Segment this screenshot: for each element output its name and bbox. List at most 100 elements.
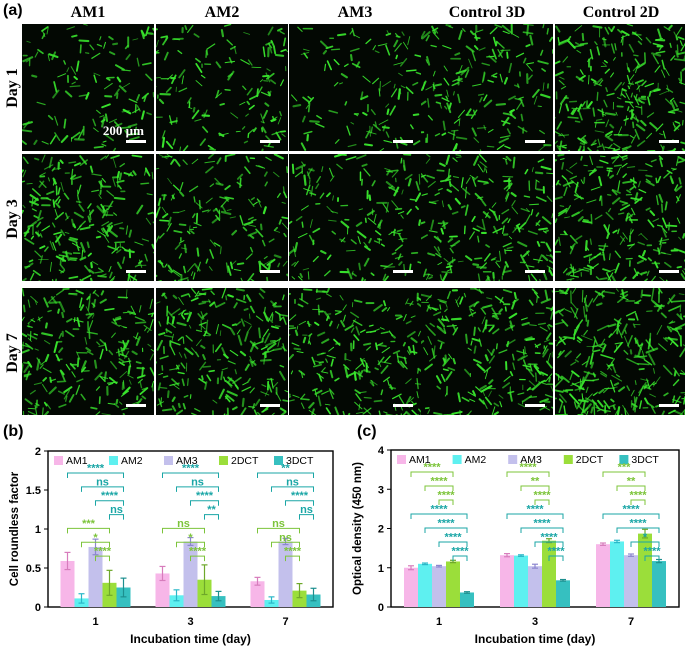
- column-header-am3: AM3: [337, 4, 373, 21]
- significance-label: **: [531, 476, 540, 488]
- significance-bracket: [285, 555, 300, 562]
- significance-bracket: [204, 514, 219, 520]
- micrograph-control-2d-day-1: [555, 24, 685, 151]
- significance-label: ns: [96, 476, 109, 488]
- micrograph-control-2d-day-3: [555, 154, 685, 281]
- x-tick-label: 3: [532, 616, 538, 628]
- significance-bracket: [81, 486, 124, 492]
- scale-bar: [525, 140, 545, 143]
- legend-swatch-am1: [54, 456, 63, 465]
- significance-bracket: [176, 486, 219, 492]
- scale-bar: [260, 404, 280, 407]
- x-axis-label: Incubation time (day): [130, 632, 251, 646]
- significance-bracket: [534, 499, 550, 505]
- legend-label-2dct: 2DCT: [231, 455, 259, 467]
- y-axis-label: Cell roundless factor: [9, 471, 21, 586]
- scale-bar: [525, 270, 545, 273]
- significance-bracket: [81, 541, 110, 548]
- cell-texture: [22, 154, 154, 281]
- chart-cell-roundless: 0 0.5 1 1.5 2 Incubation time (day) Cell round…: [9, 446, 334, 646]
- bar-am1-day-7: [596, 544, 610, 607]
- scale-bar: [393, 404, 413, 407]
- scale-bar: [659, 270, 679, 273]
- legend-label-am1: AM1: [66, 455, 88, 467]
- bar-am3-day-7: [278, 541, 293, 607]
- significance-label: *: [93, 532, 98, 544]
- panel-c-label: (c): [357, 423, 377, 440]
- bar-2dct-day-7: [638, 533, 652, 607]
- bar-am1-day-3: [500, 555, 514, 607]
- significance-label: ****: [196, 490, 214, 502]
- cell-texture: [22, 288, 154, 415]
- significance-label: ns: [191, 476, 204, 488]
- cell-texture: [22, 24, 154, 151]
- scale-bar: [260, 270, 280, 273]
- significance-bracket: [271, 541, 300, 548]
- significance-bracket: [438, 541, 468, 547]
- legend-label-3dct: 3DCT: [286, 455, 314, 467]
- significance-bracket: [424, 527, 468, 533]
- bar-3dct-day-7: [652, 561, 666, 607]
- micrograph-am2-day-7: [156, 288, 288, 415]
- significance-label: ****: [437, 518, 455, 530]
- significance-label: ns: [286, 476, 299, 488]
- significance-bracket: [257, 472, 314, 478]
- y-tick-label: 0.5: [26, 563, 41, 575]
- significance-bracket: [162, 472, 219, 478]
- micrograph-control-2d-day-7: [555, 288, 685, 415]
- significance-label: ****: [451, 546, 469, 558]
- bar-am3-day-1: [432, 566, 446, 607]
- column-header-am2: AM2: [204, 4, 240, 21]
- significance-bracket: [424, 485, 454, 491]
- cell-texture: [555, 154, 685, 281]
- micrograph-am1-day-7: [22, 288, 154, 415]
- significance-bracket: [644, 555, 660, 561]
- y-tick-label: 3: [378, 484, 384, 496]
- legend-label-3dct: 3DCT: [631, 454, 659, 466]
- significance-bracket: [257, 527, 300, 534]
- cell-texture: [555, 24, 685, 151]
- significance-label: ****: [622, 504, 640, 516]
- significance-label: ns: [177, 518, 190, 530]
- bar-am3-day-3: [528, 566, 542, 607]
- significance-bracket: [190, 500, 219, 506]
- bar-am2-day-1: [418, 563, 432, 607]
- panel-b-label: (b): [3, 423, 24, 440]
- significance-bracket: [630, 541, 660, 547]
- x-tick-label: 1: [436, 616, 442, 628]
- micrograph-am3-day-3: [289, 154, 421, 281]
- significance-label: **: [281, 463, 290, 475]
- significance-label: ****: [643, 546, 661, 558]
- significance-bracket: [616, 527, 660, 533]
- significance-label: ****: [284, 546, 302, 558]
- significance-label: ****: [519, 462, 537, 474]
- significance-label: ****: [189, 546, 207, 558]
- bar-am1-day-1: [404, 567, 418, 607]
- y-tick-label: 2: [35, 446, 41, 458]
- significance-label: ***: [618, 462, 632, 474]
- cell-texture: [291, 26, 421, 151]
- significance-bracket: [299, 514, 314, 520]
- scale-bar: [260, 140, 280, 143]
- legend-swatch-am2: [109, 456, 118, 465]
- micrograph-control-3d-day-1: [421, 24, 553, 151]
- significance-bracket: [602, 471, 646, 477]
- legend-label-am2: AM2: [121, 455, 143, 467]
- bar-am3-day-3: [183, 541, 198, 607]
- y-tick-label: 1: [35, 524, 41, 536]
- significance-label: ****: [437, 490, 455, 502]
- micrograph-am3-day-7: [289, 288, 421, 415]
- cell-texture: [156, 154, 288, 281]
- significance-label: ****: [291, 490, 309, 502]
- significance-bracket: [506, 471, 550, 477]
- y-tick-label: 0: [378, 602, 384, 614]
- y-tick-label: 1: [378, 563, 384, 575]
- x-tick-label: 1: [92, 616, 98, 628]
- significance-label: ****: [629, 490, 647, 502]
- significance-bracket: [520, 485, 550, 491]
- significance-label: ****: [533, 518, 551, 530]
- significance-bracket: [271, 486, 314, 492]
- column-header-control-2d: Control 2D: [582, 4, 660, 21]
- column-header-am1: AM1: [70, 4, 106, 21]
- significance-bracket: [176, 541, 205, 548]
